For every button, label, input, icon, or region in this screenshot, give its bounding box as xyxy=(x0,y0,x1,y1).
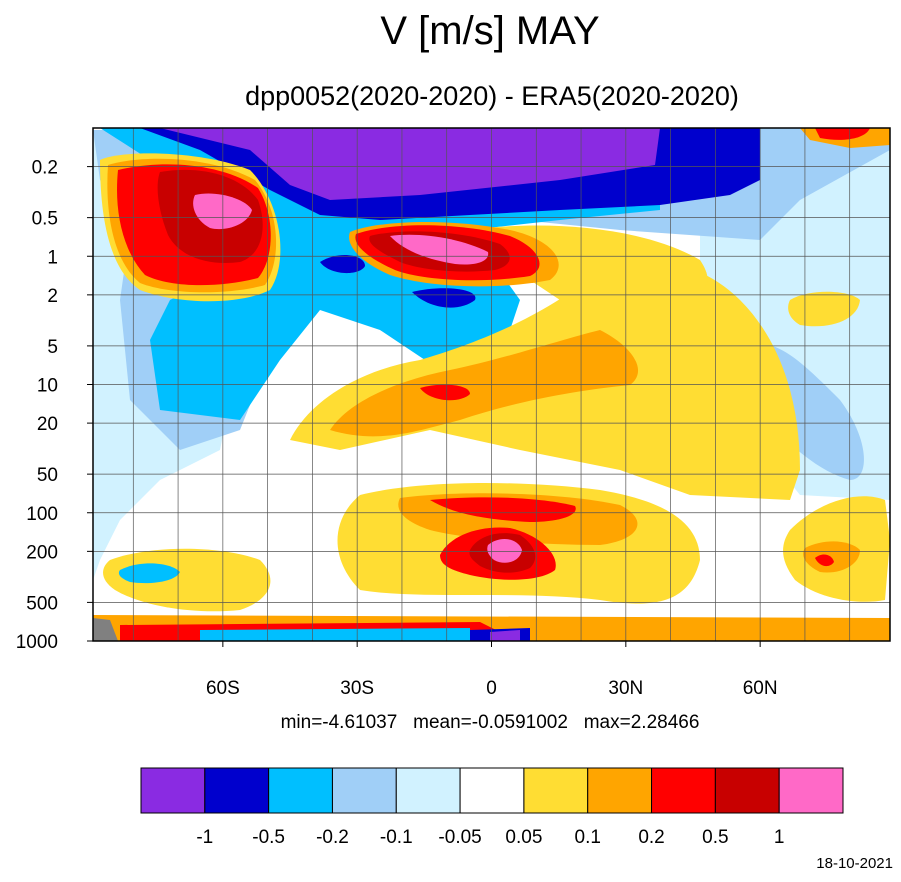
y-tick-label: 5 xyxy=(47,337,58,358)
x-axis: 60S 30S 0 30N 60N xyxy=(206,641,778,699)
colorbar-label: -0.2 xyxy=(316,827,349,848)
region-pink-jet xyxy=(390,234,489,265)
region-navy-spot-a xyxy=(320,255,365,274)
colorbar: -1 -0.5 -0.2 -0.1 -0.05 0.05 0.1 0.2 0.5 1 xyxy=(140,767,844,848)
y-tick-label: 1000 xyxy=(16,632,58,653)
colorbar-label: 0.2 xyxy=(638,827,664,848)
y-tick-label: 500 xyxy=(26,593,58,614)
colorbar-label: -0.5 xyxy=(252,827,285,848)
region-red-top-north xyxy=(815,128,870,140)
y-tick-label: 0.5 xyxy=(32,209,58,230)
contour-field xyxy=(93,128,890,641)
colorbar-box xyxy=(523,767,589,814)
colorbar-box xyxy=(204,767,270,814)
colorbar-box xyxy=(140,767,206,814)
x-tick-label: 60N xyxy=(743,678,778,699)
region-pink-trop-cell xyxy=(487,538,522,563)
region-orange-north-trop xyxy=(803,541,860,573)
y-tick-label: 200 xyxy=(26,542,58,563)
y-tick-label: 100 xyxy=(26,504,58,525)
chart-subtitle: dpp0052(2020-2020) - ERA5(2020-2020) xyxy=(245,81,739,111)
x-tick-label: 0 xyxy=(486,678,497,699)
colorbar-box xyxy=(268,767,333,814)
colorbar-label: 0.05 xyxy=(505,827,542,848)
date-label: 18-10-2021 xyxy=(816,855,893,872)
colorbar-label: -0.1 xyxy=(380,827,413,848)
colorbar-box xyxy=(331,767,397,814)
colorbar-box xyxy=(459,767,525,814)
colorbar-box xyxy=(395,767,461,814)
y-tick-label: 10 xyxy=(37,376,58,397)
y-tick-label: 2 xyxy=(47,286,58,307)
colorbar-label: 0.5 xyxy=(702,827,728,848)
colorbar-label: 1 xyxy=(774,827,785,848)
colorbar-box xyxy=(651,767,716,814)
region-topography xyxy=(93,618,118,641)
stats-text: min=-4.61037 mean=-0.0591002 max=2.28466 xyxy=(281,712,700,733)
y-axis: 0.2 0.5 1 2 5 10 20 50 100 200 500 1000 xyxy=(16,158,93,653)
colorbar-box xyxy=(778,767,844,814)
y-tick-label: 1 xyxy=(47,247,58,268)
x-tick-label: 30N xyxy=(608,678,643,699)
region-surface-purple xyxy=(490,630,520,641)
colorbar-label: -0.05 xyxy=(438,827,481,848)
chart-title: V [m/s] MAY xyxy=(380,9,599,53)
region-red-north-trop xyxy=(815,554,834,567)
region-purple-top xyxy=(160,128,660,200)
region-skyblue-south-trop xyxy=(118,563,180,584)
grid-lines xyxy=(93,128,890,642)
colorbar-label: -1 xyxy=(196,827,213,848)
region-red-trop-band xyxy=(430,497,576,522)
colorbar-label: 0.1 xyxy=(575,827,601,848)
y-tick-label: 20 xyxy=(37,414,58,435)
colorbar-box xyxy=(714,767,780,814)
region-red-midlevel xyxy=(420,384,470,401)
y-tick-label: 0.2 xyxy=(32,158,58,179)
x-tick-label: 30S xyxy=(340,678,374,699)
region-yellow-upper-north xyxy=(788,291,860,327)
region-surface-skyblue xyxy=(200,628,470,641)
region-orange-midlevel xyxy=(330,330,639,437)
colorbar-box xyxy=(587,767,653,814)
region-navy-spot-b xyxy=(412,288,476,308)
x-tick-label: 60S xyxy=(206,678,240,699)
y-tick-label: 50 xyxy=(37,465,58,486)
